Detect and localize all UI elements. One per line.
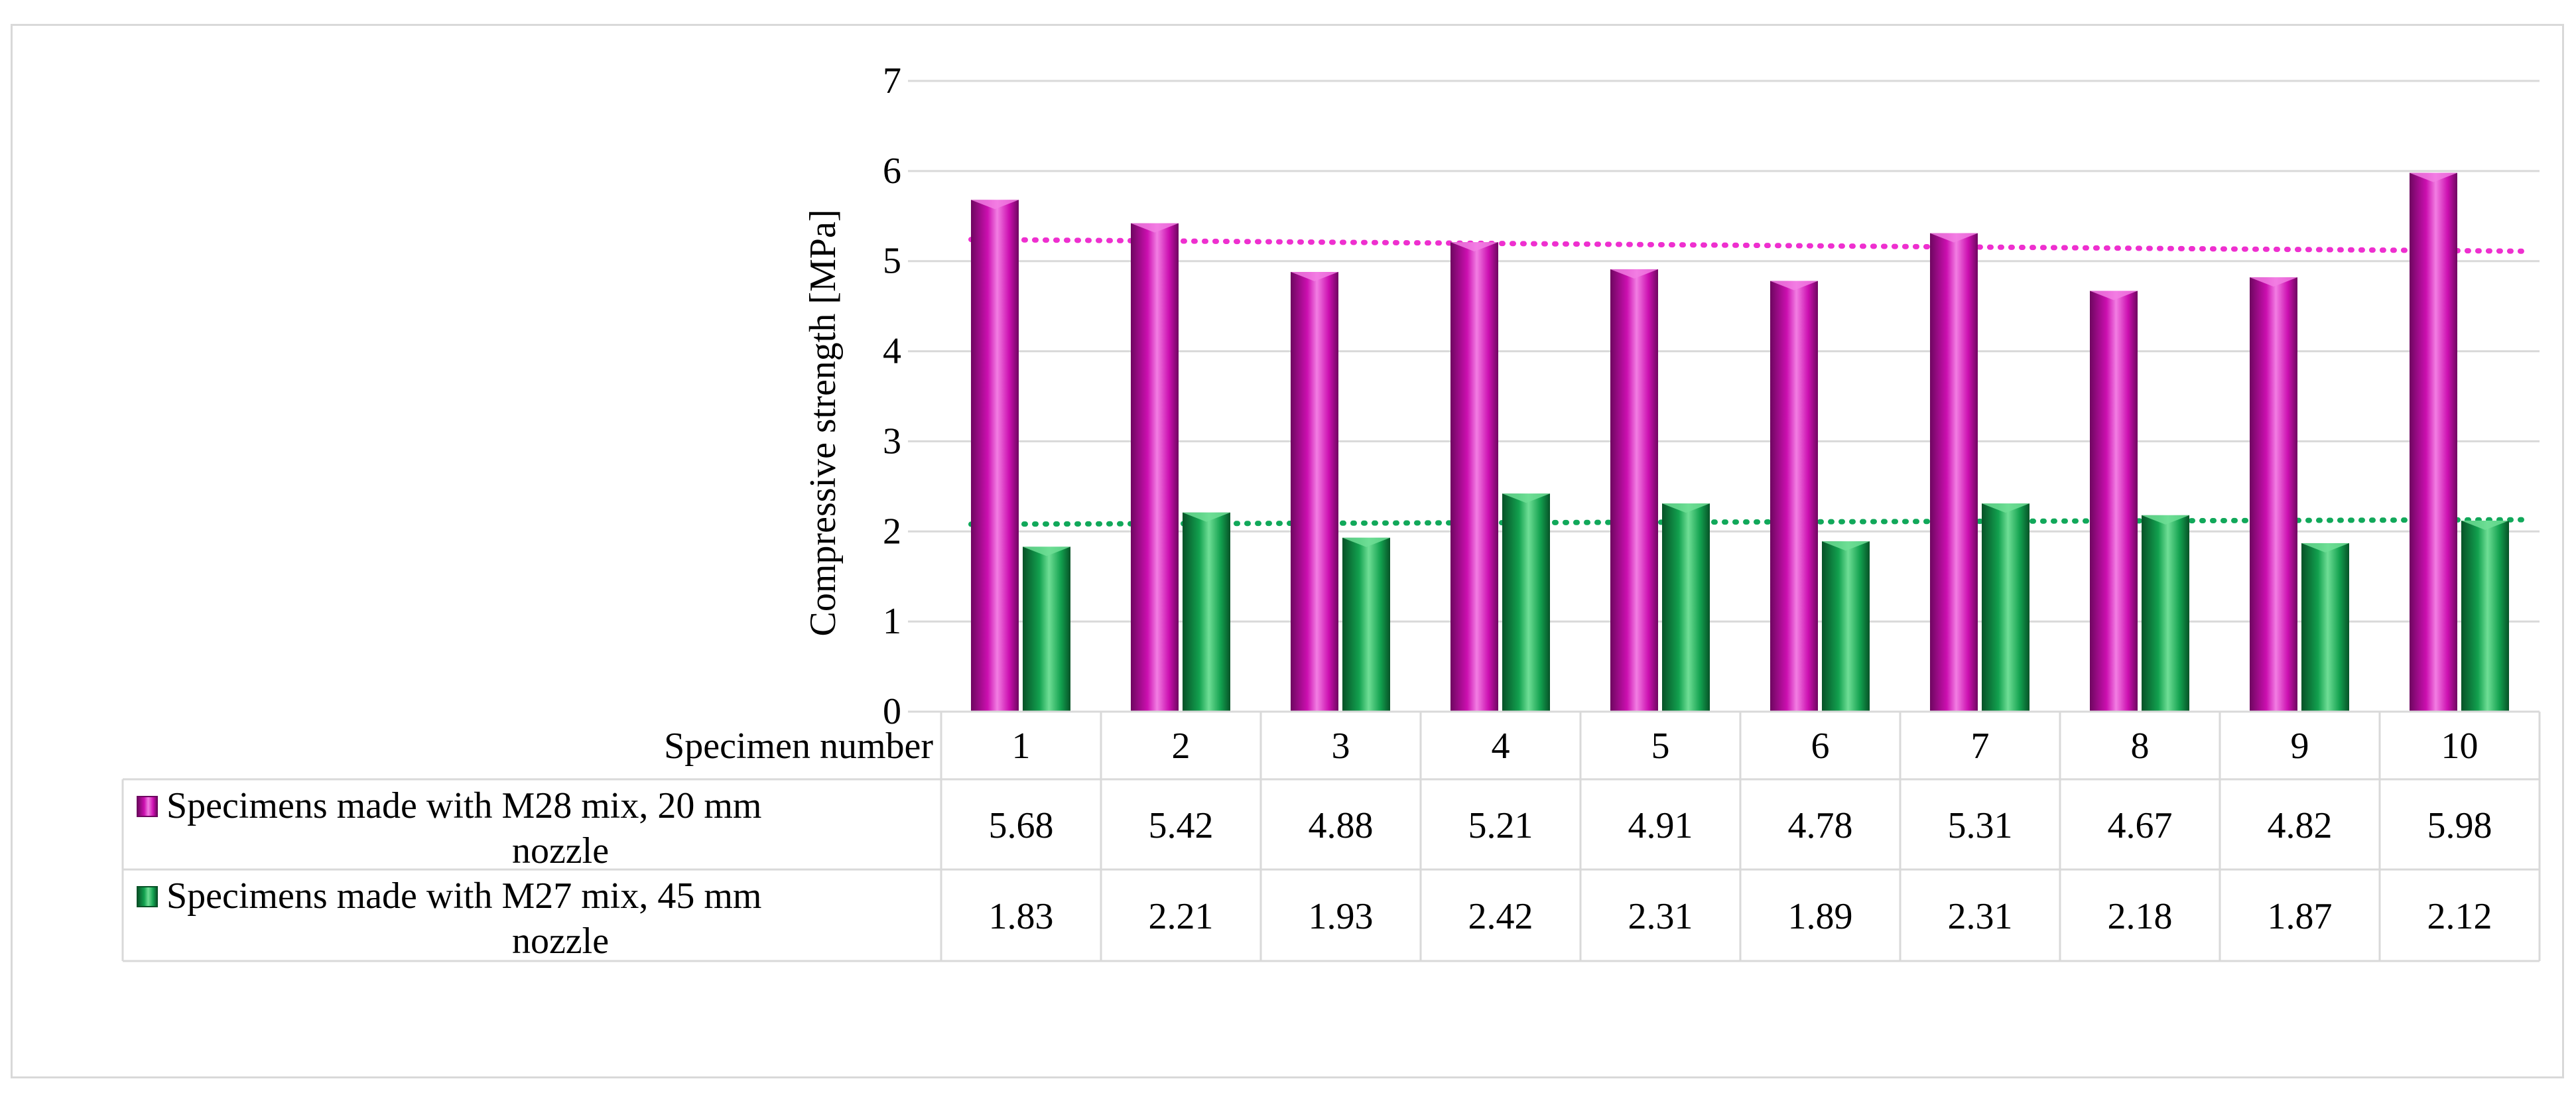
- data-label: 1.87: [2268, 896, 2333, 937]
- data-label: 5.42: [1149, 805, 1214, 846]
- bars: [971, 172, 2509, 712]
- data-label: 1.83: [989, 896, 1054, 937]
- data-label: 2.18: [2108, 896, 2173, 937]
- data-table: Specimen number 1 2 3 4 5 6 7 8 9 10 Specimens mad…: [121, 710, 2541, 962]
- x-tick-label: 5: [1651, 726, 1670, 767]
- data-label: 5.31: [1948, 805, 2013, 846]
- y-tick-label: 4: [883, 331, 901, 372]
- y-tick-label: 2: [883, 511, 901, 552]
- bar: [2250, 277, 2297, 712]
- data-label: 1.93: [1309, 896, 1374, 937]
- bar: [1610, 269, 1658, 712]
- y-tick-label: 6: [883, 151, 901, 192]
- bar: [1183, 512, 1230, 712]
- bar: [1023, 546, 1070, 712]
- data-label: 4.67: [2108, 805, 2173, 846]
- bar: [2142, 515, 2189, 712]
- legend-label: Specimens made with M27 mix, 45 mm: [166, 875, 761, 917]
- x-tick-label: 9: [2291, 726, 2309, 767]
- bar: [971, 200, 1019, 712]
- y-tick-label: 5: [883, 241, 901, 282]
- bar: [1131, 223, 1179, 712]
- y-tick-label: 3: [883, 420, 901, 462]
- x-tick-label: 8: [2131, 726, 2150, 767]
- legend-label: Specimens made with M28 mix, 20 mm: [166, 785, 761, 826]
- data-label: 4.88: [1309, 805, 1374, 846]
- bar: [1662, 503, 1710, 712]
- legend-label: nozzle: [512, 921, 609, 962]
- bar: [1450, 242, 1498, 712]
- y-tick-label: 0: [883, 691, 901, 732]
- bar: [2410, 172, 2457, 712]
- bar: [1502, 493, 1550, 712]
- x-tick-label: 1: [1012, 726, 1031, 767]
- x-tick-label: 3: [1332, 726, 1350, 767]
- chart: 0 1 2 3 4 5 6 7 Compressive strength [MPa] Spec…: [121, 60, 2541, 962]
- x-tick-label: 4: [1492, 726, 1510, 767]
- y-tick-label: 7: [883, 60, 901, 101]
- y-axis-label: Compressive strength [MPa]: [803, 210, 844, 637]
- trendline: [968, 237, 2529, 254]
- data-label: 4.78: [1788, 805, 1853, 846]
- data-label: 2.31: [1948, 896, 2013, 937]
- data-label: 5.68: [989, 805, 1054, 846]
- x-axis-label: Specimen number: [664, 726, 933, 767]
- x-tick-label: 2: [1172, 726, 1191, 767]
- bar: [1982, 503, 2029, 712]
- data-label: 2.31: [1628, 896, 1693, 937]
- chart-frame: 0 1 2 3 4 5 6 7 Compressive strength [MPa] Spec…: [11, 24, 2564, 1078]
- bar: [1930, 233, 1978, 712]
- data-label: 2.12: [2427, 896, 2492, 937]
- bar: [1822, 541, 1870, 712]
- data-label: 1.89: [1788, 896, 1853, 937]
- y-tick-label: 1: [883, 601, 901, 642]
- data-label: 2.42: [1468, 896, 1533, 937]
- data-label: 5.98: [2427, 805, 2492, 846]
- bar: [2090, 290, 2138, 712]
- legend-label: nozzle: [512, 830, 609, 871]
- bar: [1770, 281, 1818, 712]
- data-label: 2.21: [1149, 896, 1214, 937]
- x-tick-label: 7: [1971, 726, 1990, 767]
- y-axis-ticks: 0 1 2 3 4 5 6 7: [883, 60, 901, 732]
- x-tick-label: 6: [1811, 726, 1830, 767]
- bar: [1291, 272, 1338, 712]
- gridlines: [908, 80, 2540, 713]
- data-label: 4.91: [1628, 805, 1693, 846]
- bar: [1342, 537, 1390, 712]
- x-tick-label: 10: [2441, 726, 2479, 767]
- legend-key: [137, 886, 158, 907]
- bar: [2461, 520, 2509, 712]
- bar: [2301, 543, 2349, 712]
- legend-key: [137, 796, 158, 817]
- data-label: 5.21: [1468, 805, 1533, 846]
- data-label: 4.82: [2268, 805, 2333, 846]
